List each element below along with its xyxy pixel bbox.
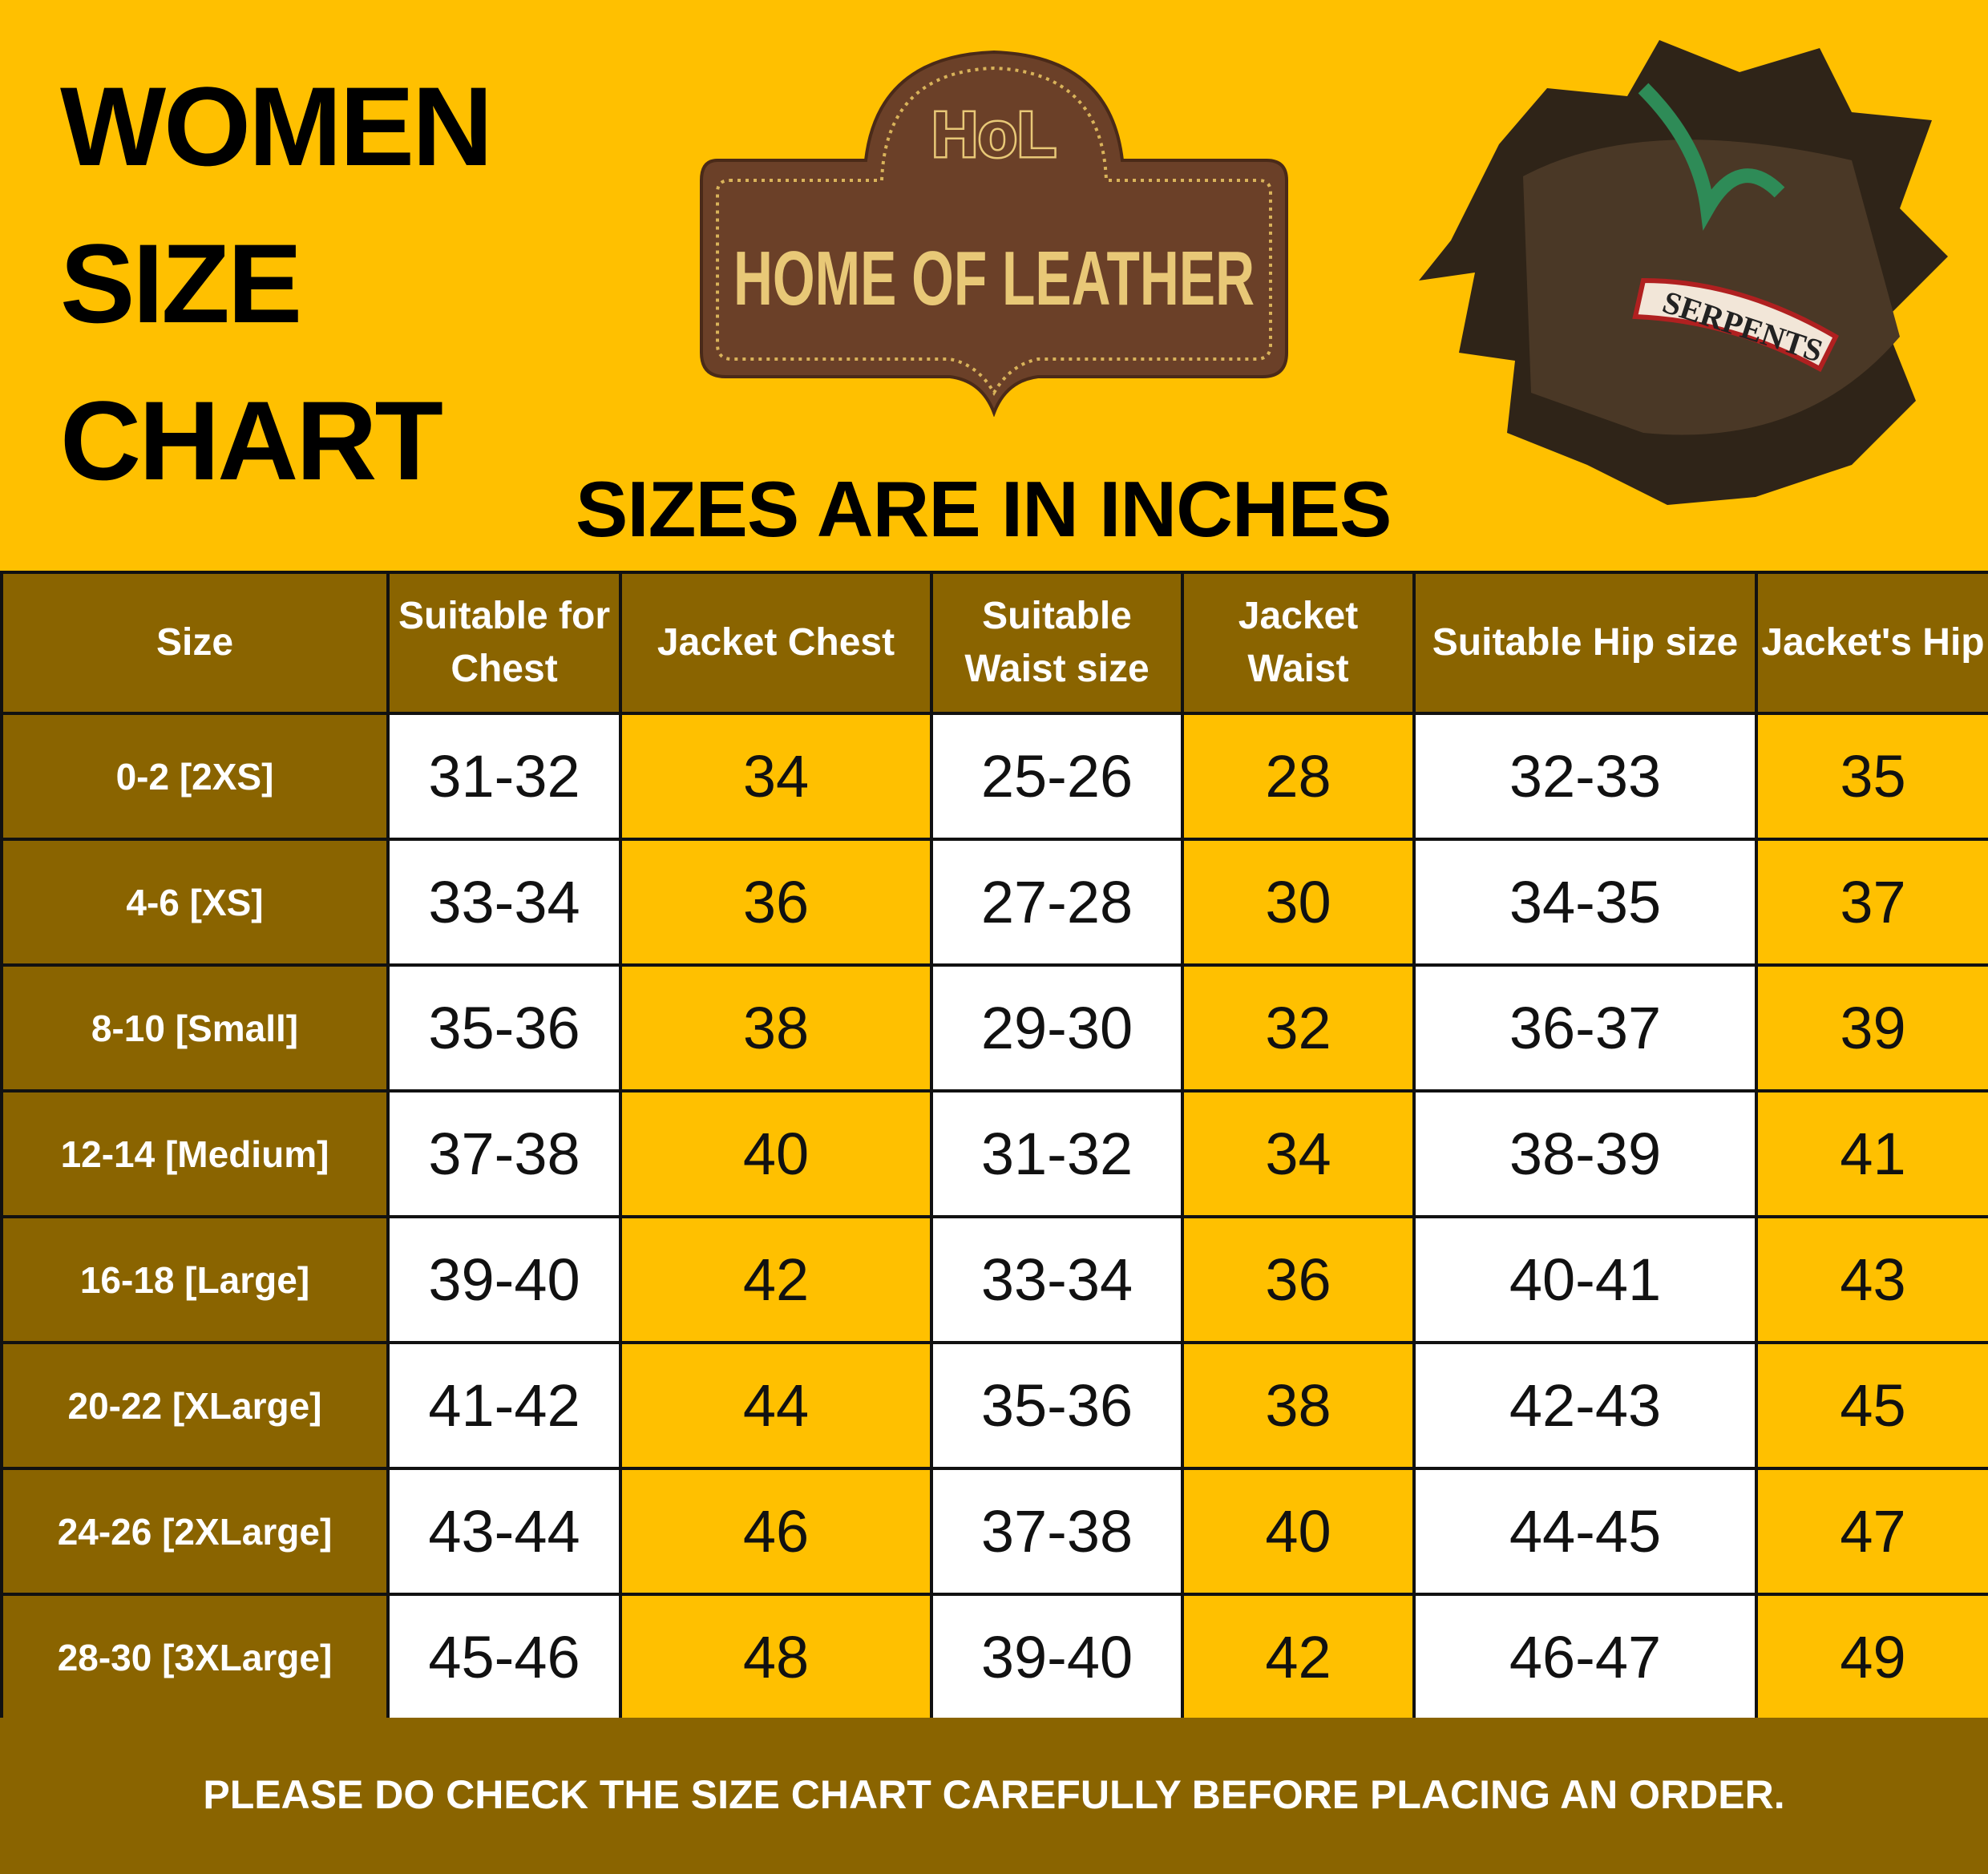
column-header: Jacket's Hip — [1755, 571, 1988, 715]
measurement-cell: 45-46 — [386, 1593, 622, 1722]
measurement-cell: 25-26 — [930, 712, 1184, 841]
column-header: Jacket Waist — [1181, 571, 1416, 715]
title-line: CHART — [60, 378, 443, 503]
measurement-cell: 49 — [1755, 1593, 1988, 1722]
measurement-cell: 36-37 — [1412, 963, 1758, 1092]
logo-text: HOME OF LEATHER — [733, 236, 1255, 321]
measurement-cell: 40-41 — [1412, 1215, 1758, 1344]
measurement-cell: 42 — [619, 1215, 933, 1344]
column-header: Size — [0, 571, 390, 715]
measurement-cell: 30 — [1181, 838, 1416, 967]
jacket-image: SERPENTS — [1419, 40, 1948, 505]
table-row: 28-30 [3XLarge] 45-46 48 39-40 42 46-47 49 — [0, 1593, 1988, 1722]
measurement-cell: 38-39 — [1412, 1089, 1758, 1218]
measurement-cell: 32 — [1181, 963, 1416, 1092]
measurement-cell: 29-30 — [930, 963, 1184, 1092]
measurement-cell: 33-34 — [930, 1215, 1184, 1344]
title-line: SIZE — [60, 220, 302, 346]
column-header: Suitable Waist size — [930, 571, 1184, 715]
measurement-cell: 38 — [619, 963, 933, 1092]
table-header-row: Size Suitable for Chest Jacket Chest Suitab… — [0, 571, 1988, 715]
measurement-cell: 39-40 — [386, 1215, 622, 1344]
measurement-cell: 39 — [1755, 963, 1988, 1092]
measurement-cell: 40 — [619, 1089, 933, 1218]
size-cell: 8-10 [Small] — [0, 963, 390, 1092]
measurement-cell: 41-42 — [386, 1341, 622, 1470]
measurement-cell: 40 — [1181, 1467, 1416, 1596]
measurement-cell: 46-47 — [1412, 1593, 1758, 1722]
size-cell: 4-6 [XS] — [0, 838, 390, 967]
measurement-cell: 34 — [619, 712, 933, 841]
measurement-cell: 44 — [619, 1341, 933, 1470]
measurement-cell: 35 — [1755, 712, 1988, 841]
size-cell: 20-22 [XLarge] — [0, 1341, 390, 1470]
measurement-cell: 42-43 — [1412, 1341, 1758, 1470]
size-chart-table: Size Suitable for Chest Jacket Chest Suitab… — [0, 571, 1988, 1722]
column-header: Suitable Hip size — [1412, 571, 1758, 715]
measurement-cell: 31-32 — [930, 1089, 1184, 1218]
footer-banner: PLEASE DO CHECK THE SIZE CHART CAREFULLY… — [0, 1718, 1988, 1874]
units-note: SIZES ARE IN INCHES — [576, 465, 1392, 553]
measurement-cell: 38 — [1181, 1341, 1416, 1470]
measurement-cell: 33-34 — [386, 838, 622, 967]
column-header: Jacket Chest — [619, 571, 933, 715]
measurement-cell: 45 — [1755, 1341, 1988, 1470]
home-of-leather-logo: HoL HOME OF LEATHER — [700, 50, 1288, 417]
table-row: 20-22 [XLarge] 41-42 44 35-36 38 42-43 45 — [0, 1341, 1988, 1470]
table-row: 12-14 [Medium] 37-38 40 31-32 34 38-39 41 — [0, 1089, 1988, 1218]
measurement-cell: 35-36 — [386, 963, 622, 1092]
measurement-cell: 28 — [1181, 712, 1416, 841]
size-cell: 24-26 [2XLarge] — [0, 1467, 390, 1596]
measurement-cell: 37-38 — [386, 1089, 622, 1218]
size-cell: 12-14 [Medium] — [0, 1089, 390, 1218]
logo-monogram: HoL — [931, 99, 1057, 170]
measurement-cell: 44-45 — [1412, 1467, 1758, 1596]
measurement-cell: 34 — [1181, 1089, 1416, 1218]
footer-notice: PLEASE DO CHECK THE SIZE CHART CAREFULLY… — [203, 1772, 1785, 1817]
column-header: Suitable for Chest — [386, 571, 622, 715]
title-line: WOMEN — [60, 63, 493, 189]
table-row: 0-2 [2XS] 31-32 34 25-26 28 32-33 35 — [0, 712, 1988, 841]
measurement-cell: 47 — [1755, 1467, 1988, 1596]
measurement-cell: 36 — [619, 838, 933, 967]
measurement-cell: 32-33 — [1412, 712, 1758, 841]
measurement-cell: 34-35 — [1412, 838, 1758, 967]
measurement-cell: 37 — [1755, 838, 1988, 967]
measurement-cell: 37-38 — [930, 1467, 1184, 1596]
measurement-cell: 27-28 — [930, 838, 1184, 967]
measurement-cell: 36 — [1181, 1215, 1416, 1344]
page-title: WOMEN SIZE CHART — [60, 48, 573, 519]
measurement-cell: 41 — [1755, 1089, 1988, 1218]
measurement-cell: 39-40 — [930, 1593, 1184, 1722]
table-row: 8-10 [Small] 35-36 38 29-30 32 36-37 39 — [0, 963, 1988, 1092]
size-cell: 16-18 [Large] — [0, 1215, 390, 1344]
table-row: 4-6 [XS] 33-34 36 27-28 30 34-35 37 — [0, 838, 1988, 967]
measurement-cell: 35-36 — [930, 1341, 1184, 1470]
measurement-cell: 43 — [1755, 1215, 1988, 1344]
measurement-cell: 48 — [619, 1593, 933, 1722]
measurement-cell: 46 — [619, 1467, 933, 1596]
size-cell: 28-30 [3XLarge] — [0, 1593, 390, 1722]
table-row: 24-26 [2XLarge] 43-44 46 37-38 40 44-45 47 — [0, 1467, 1988, 1596]
measurement-cell: 31-32 — [386, 712, 622, 841]
size-cell: 0-2 [2XS] — [0, 712, 390, 841]
table-row: 16-18 [Large] 39-40 42 33-34 36 40-41 43 — [0, 1215, 1988, 1344]
measurement-cell: 42 — [1181, 1593, 1416, 1722]
measurement-cell: 43-44 — [386, 1467, 622, 1596]
